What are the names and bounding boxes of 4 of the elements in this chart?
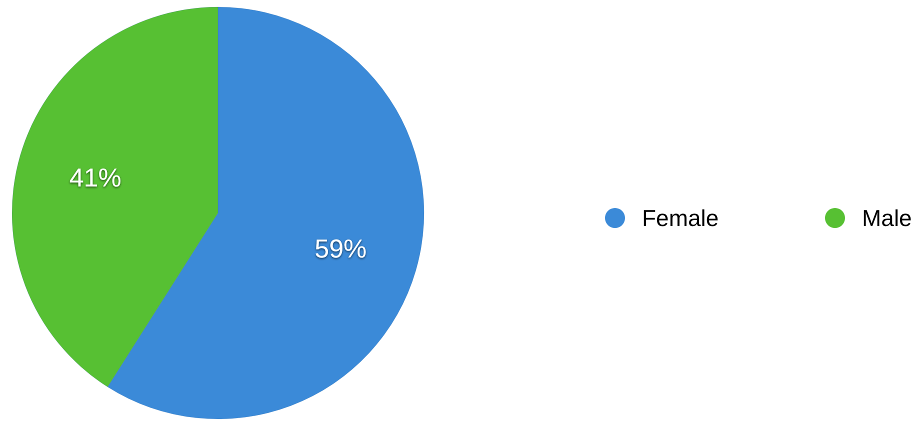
data-label: 41% [69,162,122,192]
legend-label: Male [862,205,912,231]
data-label: 59% [314,234,367,264]
legend-label: Female [642,205,719,231]
